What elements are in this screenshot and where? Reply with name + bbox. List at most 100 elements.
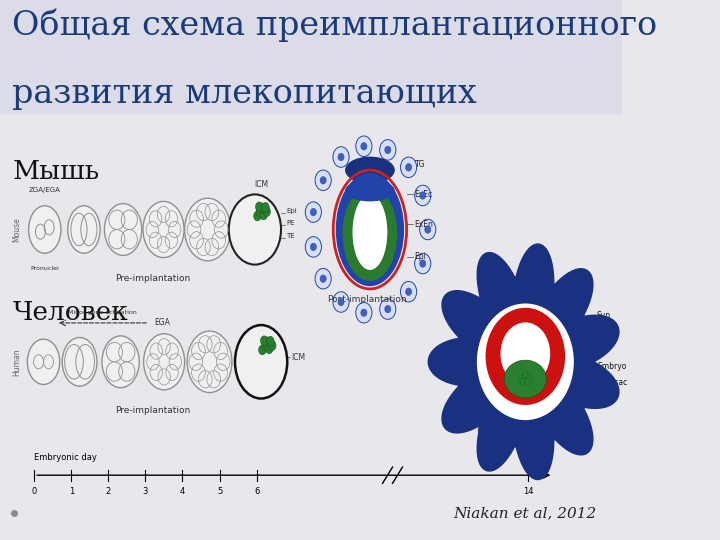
Text: 4: 4 (180, 487, 185, 496)
Text: 1: 1 (68, 487, 74, 496)
Text: Embryo: Embryo (597, 362, 626, 370)
Ellipse shape (420, 219, 436, 240)
Ellipse shape (405, 164, 412, 171)
Text: Post-implantation: Post-implantation (476, 425, 556, 434)
Ellipse shape (425, 226, 431, 233)
Ellipse shape (143, 201, 184, 258)
Ellipse shape (102, 336, 139, 388)
Ellipse shape (338, 153, 344, 161)
Ellipse shape (104, 204, 142, 255)
Text: Epi: Epi (415, 252, 426, 261)
Ellipse shape (320, 177, 326, 184)
Text: EGA: EGA (154, 319, 170, 327)
Ellipse shape (345, 157, 395, 184)
Ellipse shape (263, 207, 271, 217)
Ellipse shape (256, 207, 264, 217)
Ellipse shape (504, 360, 546, 398)
Text: ICM: ICM (254, 180, 268, 190)
Text: Epi: Epi (286, 208, 297, 214)
Ellipse shape (379, 299, 396, 319)
Ellipse shape (305, 202, 321, 222)
Ellipse shape (384, 305, 391, 313)
Text: ExEn: ExEn (415, 220, 433, 228)
Ellipse shape (269, 341, 276, 350)
Text: Post-implantation: Post-implantation (327, 295, 407, 305)
Text: развития млекопитающих: развития млекопитающих (12, 78, 477, 110)
Ellipse shape (356, 302, 372, 323)
Text: 5: 5 (217, 487, 222, 496)
Ellipse shape (143, 334, 184, 390)
Ellipse shape (260, 210, 267, 220)
Ellipse shape (338, 298, 344, 306)
Text: TG: TG (415, 160, 426, 169)
Ellipse shape (361, 309, 367, 316)
Ellipse shape (262, 340, 269, 350)
Ellipse shape (522, 372, 528, 379)
Text: 2: 2 (106, 487, 111, 496)
Ellipse shape (29, 206, 61, 253)
Ellipse shape (524, 378, 531, 386)
Ellipse shape (315, 268, 331, 289)
Text: ExEc: ExEc (415, 190, 433, 199)
Text: 3: 3 (143, 487, 148, 496)
Bar (0, 0, 621, 113)
Ellipse shape (27, 339, 60, 384)
Ellipse shape (400, 157, 417, 178)
Text: Общая схема преимплантационного: Общая схема преимплантационного (12, 8, 657, 42)
Ellipse shape (353, 194, 387, 270)
Ellipse shape (343, 187, 397, 281)
Ellipse shape (500, 322, 550, 385)
Ellipse shape (305, 237, 321, 257)
Text: Minor gene activation: Minor gene activation (68, 310, 137, 315)
Text: Мышь: Мышь (12, 159, 99, 184)
Ellipse shape (477, 303, 574, 420)
Ellipse shape (379, 140, 396, 160)
Ellipse shape (184, 198, 230, 261)
Ellipse shape (400, 281, 417, 302)
Ellipse shape (320, 275, 326, 282)
Ellipse shape (405, 288, 412, 295)
Ellipse shape (187, 331, 232, 393)
Ellipse shape (384, 146, 391, 154)
Ellipse shape (415, 185, 431, 206)
Text: Человек: Человек (12, 300, 128, 325)
Ellipse shape (253, 211, 261, 221)
Ellipse shape (256, 202, 263, 212)
Text: Embryonic day: Embryonic day (34, 453, 97, 462)
Text: ZGA/EGA: ZGA/EGA (29, 187, 60, 193)
Text: Mouse: Mouse (12, 217, 22, 242)
Text: Pronuclei: Pronuclei (30, 266, 59, 271)
Ellipse shape (336, 173, 404, 286)
Text: 14: 14 (523, 487, 534, 496)
Ellipse shape (415, 253, 431, 274)
Ellipse shape (235, 325, 287, 399)
Ellipse shape (310, 208, 317, 216)
Text: 6: 6 (254, 487, 259, 496)
Ellipse shape (518, 374, 525, 382)
Text: Niakan et al, 2012: Niakan et al, 2012 (454, 506, 597, 520)
Ellipse shape (333, 147, 349, 167)
Ellipse shape (62, 338, 97, 386)
Text: Yolk sac: Yolk sac (597, 378, 627, 387)
Text: ICM: ICM (291, 353, 305, 362)
Polygon shape (428, 244, 619, 480)
Ellipse shape (258, 203, 266, 213)
Ellipse shape (266, 336, 274, 346)
Text: 0: 0 (32, 487, 37, 496)
Text: Pre-implantation: Pre-implantation (114, 274, 190, 283)
Ellipse shape (68, 206, 100, 253)
Ellipse shape (485, 308, 565, 405)
Ellipse shape (315, 170, 331, 191)
Ellipse shape (266, 344, 273, 354)
Text: PE: PE (286, 220, 294, 226)
Ellipse shape (361, 143, 367, 150)
Ellipse shape (310, 243, 317, 251)
Ellipse shape (261, 336, 268, 346)
Ellipse shape (420, 260, 426, 267)
Text: Syn: Syn (597, 312, 611, 320)
Text: TE: TE (286, 233, 294, 239)
Ellipse shape (262, 202, 269, 212)
Text: VCT: VCT (597, 325, 612, 334)
Ellipse shape (258, 345, 266, 355)
Ellipse shape (333, 292, 349, 312)
